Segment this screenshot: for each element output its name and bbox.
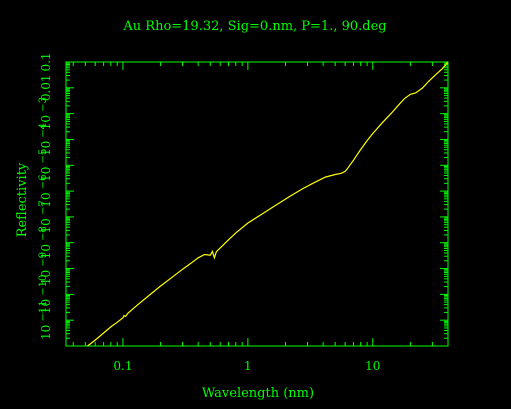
x-axis-label: Wavelength (nm) [202,386,314,401]
y-tick-label: 10 −8 [38,226,53,259]
y-tick-label: 0.01 [39,74,53,101]
x-tick-label: 10 [365,359,380,373]
y-tick-label: 10 −9 [38,252,53,285]
x-axis-tick-labels: 0.1 1 10 [113,359,380,373]
reflectivity-series-line [87,61,449,347]
y-tick-label: 10 −5 [38,149,53,182]
x-axis-ticks [72,62,449,346]
y-tick-label: 10 −6 [38,174,53,207]
y-axis-ticks [66,61,448,347]
y-tick-label: 10 −4 [38,123,53,156]
y-tick-label: 0.1 [39,52,53,71]
y-tick-label: 10 −10 [38,275,53,315]
x-tick-label: 1 [244,359,252,373]
x-tick-label: 0.1 [113,359,132,373]
y-tick-label: 10 −7 [38,200,53,233]
y-axis-label: Reflectivity [15,162,30,237]
y-tick-label: 10 −11 [38,300,53,340]
chart-title: Au Rho=19.32, Sig=0.nm, P=1., 90.deg [122,19,386,34]
plot-frame [65,61,449,347]
y-tick-label: 10 −3 [38,97,53,130]
